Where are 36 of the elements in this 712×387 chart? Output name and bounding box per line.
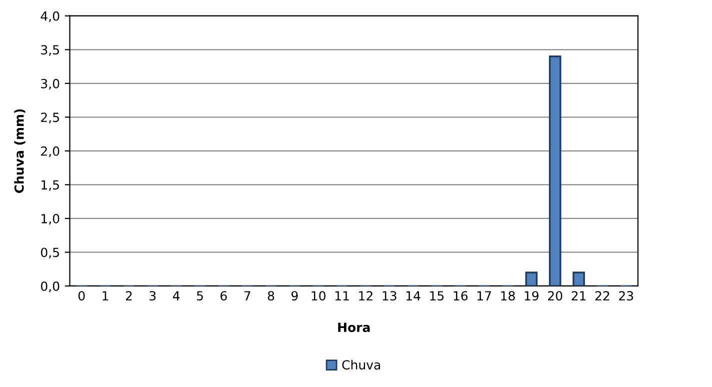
x-tick-label: 12 bbox=[359, 291, 372, 300]
x-tick-label: 13 bbox=[382, 291, 396, 301]
x-axis-title: Hora bbox=[338, 322, 370, 332]
x-tick-label: 21 bbox=[572, 291, 586, 300]
x-tick-label: 4 bbox=[172, 291, 180, 300]
y-tick-label: 4,0 bbox=[40, 11, 60, 22]
x-tick-label: 7 bbox=[244, 291, 250, 300]
x-tick-label: 22 bbox=[595, 291, 610, 300]
y-tick-label: 3,0 bbox=[41, 78, 60, 90]
x-tick-label: 6 bbox=[220, 291, 227, 301]
x-tick-label: 15 bbox=[430, 291, 444, 301]
y-tick-label: 2,5 bbox=[41, 112, 59, 124]
y-tick-label: 0,5 bbox=[41, 248, 59, 258]
x-tick-label: 18 bbox=[501, 291, 515, 301]
x-tick-label: 23 bbox=[619, 291, 634, 301]
x-tick-label: 14 bbox=[406, 291, 420, 300]
x-tick-label: 5 bbox=[196, 291, 203, 301]
y-axis-title: Chuva (mm) bbox=[14, 109, 26, 193]
x-tick-label: 10 bbox=[312, 291, 326, 301]
x-tick-label: 11 bbox=[335, 291, 349, 300]
x-tick-label: 8 bbox=[268, 291, 274, 301]
y-tick-label: 0,0 bbox=[41, 281, 60, 292]
y-tick-label: 1,0 bbox=[42, 214, 60, 225]
x-tick-label: 20 bbox=[548, 291, 562, 301]
y-tick-label: 2,0 bbox=[41, 146, 60, 158]
x-tick-label: 9 bbox=[291, 291, 298, 301]
y-tick-label: 1,5 bbox=[42, 180, 59, 191]
y-tick-label: 3,5 bbox=[41, 45, 59, 56]
x-tick-label: 2 bbox=[126, 291, 132, 300]
x-tick-label: 3 bbox=[150, 291, 156, 301]
x-tick-label: 16 bbox=[454, 291, 468, 301]
x-tick-label: 19 bbox=[524, 291, 538, 301]
x-tick-label: 0 bbox=[78, 291, 85, 301]
x-tick-label: 17 bbox=[477, 291, 491, 300]
x-tick-label: 1 bbox=[102, 291, 108, 300]
legend-label: Chuva bbox=[342, 360, 380, 370]
